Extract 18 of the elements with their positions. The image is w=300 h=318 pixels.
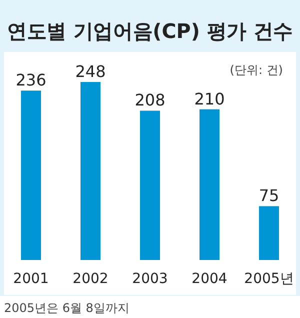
x-tick-label: 2004 <box>192 271 228 287</box>
chart-subtitle: (단위: 건) <box>230 63 283 77</box>
data-label: 208 <box>134 90 166 110</box>
data-label: 210 <box>194 89 225 108</box>
bar <box>259 206 279 260</box>
chart-title: 연도별 기업어음(CP) 평가 건수 <box>7 19 296 43</box>
x-tick-label: 2002 <box>72 271 108 287</box>
bar <box>80 82 100 260</box>
data-label: 75 <box>258 186 280 206</box>
bar <box>140 110 160 260</box>
data-label: 248 <box>75 62 106 81</box>
bar <box>21 90 41 260</box>
x-tick-label: 2001 <box>13 271 49 287</box>
bar <box>200 109 220 260</box>
data-label: 236 <box>16 70 46 90</box>
x-tick-label: 2003 <box>132 271 168 287</box>
text: 2005년은 6월 8일까지 <box>4 301 130 315</box>
x-tick-label: 2005년 <box>244 271 294 287</box>
